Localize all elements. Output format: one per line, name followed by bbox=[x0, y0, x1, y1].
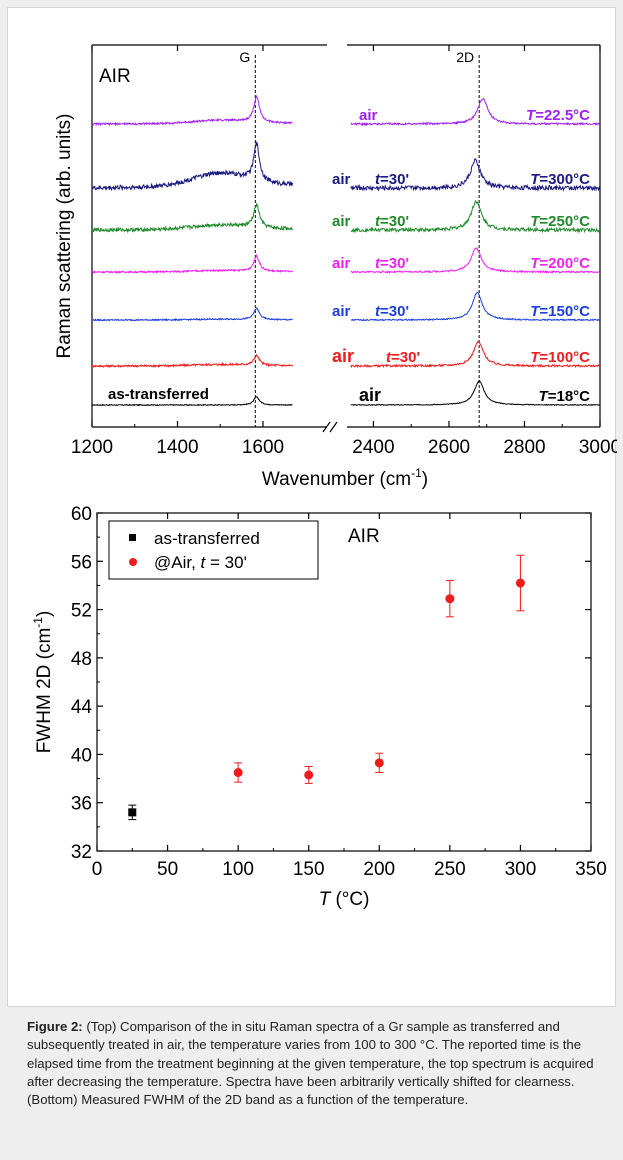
series-time-label: t=30' bbox=[375, 303, 409, 320]
x-tick-label: 3000 bbox=[579, 437, 617, 458]
spectrum-line-left bbox=[91, 353, 294, 369]
x-tick-label: 1600 bbox=[242, 437, 284, 458]
spectrum-line-right bbox=[350, 97, 601, 127]
y-tick-label: 32 bbox=[71, 842, 92, 863]
x-tick-label: 1200 bbox=[71, 437, 113, 458]
series-temp-label: T=18°C bbox=[539, 388, 591, 405]
figure-caption: Figure 2: (Top) Comparison of the in sit… bbox=[7, 1018, 616, 1109]
x-tick-label: 350 bbox=[575, 859, 607, 880]
spectrum-line-left bbox=[91, 94, 293, 127]
y-axis-label: Raman scattering (arb. units) bbox=[54, 114, 75, 359]
series-mid-label: air bbox=[332, 346, 354, 366]
series-time-label: t=30' bbox=[386, 349, 420, 366]
data-point bbox=[445, 594, 455, 604]
y-tick-label: 52 bbox=[71, 601, 92, 622]
spectrum-line-left bbox=[91, 203, 293, 234]
series-left-label: as-transferred bbox=[108, 386, 209, 403]
spectrum-line-left bbox=[91, 307, 293, 322]
legend-marker bbox=[129, 558, 137, 566]
x-tick-label: 2800 bbox=[503, 437, 545, 458]
peak-marker-label: 2D bbox=[456, 49, 474, 65]
spectrum-line-left bbox=[92, 396, 293, 407]
x-tick-label: 2400 bbox=[352, 437, 394, 458]
plot-frame bbox=[96, 512, 592, 852]
y-tick-label: 36 bbox=[71, 794, 92, 815]
data-point bbox=[515, 578, 525, 588]
axis-break-mark bbox=[329, 421, 338, 433]
spectrum-line-right bbox=[350, 157, 601, 192]
x-tick-label: 1400 bbox=[156, 437, 198, 458]
x-axis-label: Wavenumber (cm-1) bbox=[262, 466, 428, 490]
raman-spectra-chart: 1200 1400 1600 2400 2600 2800 3000 Wavenumber (… bbox=[54, 44, 617, 490]
legend-box bbox=[108, 520, 319, 580]
panel-label: AIR bbox=[348, 526, 380, 547]
series-mid-label: air bbox=[359, 107, 378, 124]
legend-marker bbox=[129, 534, 136, 541]
spectrum-line-right bbox=[350, 340, 601, 369]
y-axis-label: FWHM 2D (cm-1) bbox=[31, 611, 55, 754]
y-tick-label: 40 bbox=[71, 745, 92, 766]
x-tick-label: 2600 bbox=[428, 437, 470, 458]
data-point bbox=[128, 808, 137, 817]
axis-break-mark bbox=[322, 421, 331, 433]
spectrum-line-left bbox=[91, 141, 294, 192]
x-tick-label: 250 bbox=[434, 859, 466, 880]
x-tick-label: 0 bbox=[92, 859, 103, 880]
y-tick-label: 60 bbox=[71, 504, 92, 525]
series-mid-label: air bbox=[332, 213, 351, 230]
series-mid-label: air bbox=[332, 303, 351, 320]
series-temp-label: T=200°C bbox=[530, 255, 590, 272]
y-tick-label: 56 bbox=[71, 552, 92, 573]
panel-label: AIR bbox=[99, 66, 131, 87]
spectrum-line-right bbox=[350, 199, 601, 234]
series-mid-label: air bbox=[332, 255, 351, 272]
legend-label: as-transferred bbox=[154, 529, 260, 548]
x-tick-label: 100 bbox=[222, 859, 254, 880]
spectrum-line-right bbox=[350, 292, 600, 322]
data-point bbox=[233, 768, 243, 778]
x-tick-label: 200 bbox=[363, 859, 395, 880]
caption-label: Figure 2: bbox=[27, 1019, 83, 1034]
series-temp-label: T=300°C bbox=[530, 171, 590, 188]
legend-label: @Air, t = 30' bbox=[154, 553, 247, 572]
series-temp-label: T=150°C bbox=[530, 303, 590, 320]
peak-marker-label: G bbox=[239, 49, 250, 65]
series-time-label: t=30' bbox=[375, 171, 409, 188]
x-tick-label: 50 bbox=[157, 859, 178, 880]
data-point bbox=[304, 770, 314, 780]
spectrum-line-right bbox=[350, 247, 600, 274]
series-mid-label: air bbox=[332, 171, 351, 188]
series-temp-label: T=22.5°C bbox=[526, 107, 590, 124]
series-time-label: t=30' bbox=[375, 213, 409, 230]
x-tick-label: 300 bbox=[505, 859, 537, 880]
x-axis-label: T (°C) bbox=[319, 889, 370, 910]
spectrum-line-left bbox=[91, 253, 294, 275]
y-tick-label: 48 bbox=[71, 649, 92, 670]
spectrum-line-right bbox=[350, 380, 600, 406]
series-mid-label: air bbox=[359, 385, 381, 405]
x-tick-label: 150 bbox=[293, 859, 325, 880]
series-time-label: t=30' bbox=[375, 255, 409, 272]
y-tick-label: 44 bbox=[71, 697, 93, 718]
series-temp-label: T=250°C bbox=[530, 213, 590, 230]
series-temp-label: T=100°C bbox=[530, 349, 590, 366]
caption-text: (Top) Comparison of the in situ Raman sp… bbox=[27, 1019, 594, 1108]
figure-panel: 1200 1400 1600 2400 2600 2800 3000 Wavenumber (… bbox=[7, 7, 617, 1007]
data-point bbox=[374, 758, 384, 768]
